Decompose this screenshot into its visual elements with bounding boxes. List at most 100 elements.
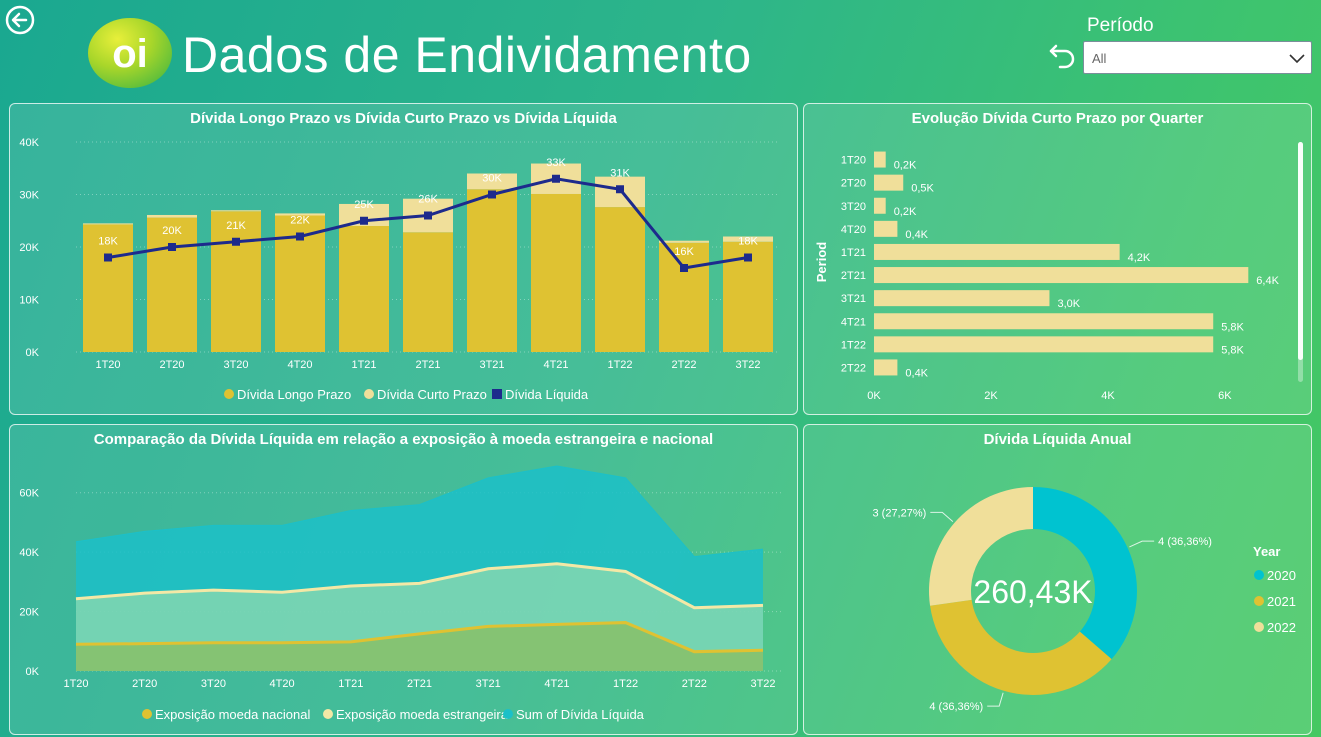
bar-curto-prazo <box>874 197 886 214</box>
x-tick-label: 2T20 <box>159 359 184 371</box>
bar-longo-prazo <box>531 193 581 352</box>
legend-marker <box>142 709 152 719</box>
x-tick-label: 1T20 <box>95 359 120 371</box>
legend-item: Sum of Dívida Líquida <box>516 707 645 722</box>
panel-debt-comparison: Dívida Longo Prazo vs Dívida Curto Prazo… <box>9 103 798 415</box>
line-exposi-o-moeda-estrangeira <box>75 562 764 610</box>
bar-curto-prazo <box>83 223 133 225</box>
data-label: 0,4K <box>905 367 928 379</box>
bar-curto-prazo <box>874 290 1050 307</box>
data-label: 5,8K <box>1221 344 1244 356</box>
point-divida-liquida <box>232 237 240 246</box>
legend-marker <box>323 709 333 719</box>
period-dropdown-value: All <box>1092 51 1107 66</box>
bar-curto-prazo <box>723 236 773 242</box>
point-divida-liquida <box>168 243 176 251</box>
y-tick-label: 40K <box>19 547 39 559</box>
bar-curto-prazo <box>659 240 709 243</box>
y-tick-label: 60K <box>19 488 39 500</box>
data-label-divida-liquida: 20K <box>162 225 182 237</box>
back-arrow-icon[interactable] <box>4 4 36 36</box>
point-divida-liquida <box>488 190 496 199</box>
y-tick-label: 2T22 <box>841 362 866 374</box>
x-tick-label: 2T21 <box>407 678 432 690</box>
chart-title-annual-net-debt: Dívida Líquida Anual <box>983 431 1132 448</box>
y-tick-label: 10K <box>19 295 39 307</box>
panel-currency-exposure: Comparação da Dívida Líquida em relação … <box>9 424 798 735</box>
bar-longo-prazo <box>467 189 517 352</box>
scrollbar-thumb[interactable] <box>1298 142 1303 360</box>
y-tick-label: 3T20 <box>841 201 866 213</box>
bar-curto-prazo <box>874 174 904 191</box>
period-dropdown[interactable]: All <box>1083 41 1312 74</box>
legend-item: 2021 <box>1267 594 1296 609</box>
x-tick-label: 3T20 <box>223 359 248 371</box>
x-tick-label: 2T22 <box>671 359 696 371</box>
data-label: 4,2K <box>1128 252 1151 264</box>
data-label: 3,0K <box>1057 298 1080 310</box>
x-tick-label: 1T21 <box>351 359 376 371</box>
y-tick-label: 4T21 <box>841 316 866 328</box>
legend-item: Dívida Curto Prazo <box>377 387 487 402</box>
legend-title: Year <box>1253 544 1280 559</box>
donut-slice-2020 <box>1033 487 1137 660</box>
bar-curto-prazo <box>874 243 1120 260</box>
x-tick-label: 4T20 <box>287 359 312 371</box>
bar-longo-prazo <box>211 211 261 352</box>
bar-curto-prazo <box>147 214 197 218</box>
bar-longo-prazo <box>339 226 389 352</box>
x-tick-label: 3T22 <box>735 359 760 371</box>
bar-longo-prazo <box>403 232 453 352</box>
chart-title-short-term-evolution: Evolução Dívida Curto Prazo por Quarter <box>911 110 1204 127</box>
bar-curto-prazo <box>874 151 886 168</box>
line-exposi-o-moeda-nacional <box>75 621 764 654</box>
y-tick-label: 30K <box>19 190 39 202</box>
x-tick-label: 0K <box>867 390 881 402</box>
legend-marker <box>1254 596 1264 606</box>
x-tick-label: 6K <box>1218 390 1232 402</box>
annual-net-debt-chart: 260,43K 4 (36,36%) 4 (36,36%) 3 (27,27%) Yea… <box>872 487 1296 713</box>
x-tick-label: 4K <box>1101 390 1115 402</box>
legend-marker <box>224 389 234 399</box>
period-filter-label: Período <box>1087 15 1154 36</box>
legend-item: 2020 <box>1267 568 1296 583</box>
x-tick-label: 1T21 <box>338 678 363 690</box>
bar-longo-prazo <box>83 224 133 352</box>
data-label-divida-liquida: 26K <box>418 194 438 206</box>
donut-slice-2021 <box>930 599 1112 695</box>
point-divida-liquida <box>744 253 752 262</box>
bar-curto-prazo <box>874 267 1249 284</box>
data-label-divida-liquida: 31K <box>610 167 630 179</box>
data-label-divida-liquida: 30K <box>482 173 502 185</box>
data-label-divida-liquida: 22K <box>290 215 310 227</box>
y-tick-label: 1T20 <box>841 155 866 167</box>
bar-longo-prazo <box>659 242 709 352</box>
y-axis-title: Period <box>814 242 829 283</box>
y-tick-label: 20K <box>19 242 39 254</box>
y-tick-label: 2T21 <box>841 270 866 282</box>
slice-label-2022: 3 (27,27%) <box>872 507 926 519</box>
y-tick-label: 2T20 <box>841 178 866 190</box>
x-tick-label: 1T20 <box>63 678 88 690</box>
short-term-evolution-chart: 0K 2K 4K 6K 1T20 0,2K 2T20 0,5K 3T20 0,2K 4T20 0,4K… <box>814 142 1303 402</box>
chart-title-debt-comparison: Dívida Longo Prazo vs Dívida Curto Prazo… <box>190 110 617 127</box>
leader-line <box>930 511 954 522</box>
leader-line <box>1129 540 1155 548</box>
bar-longo-prazo <box>595 207 645 352</box>
data-label-divida-liquida: 25K <box>354 199 374 211</box>
point-divida-liquida <box>424 211 432 220</box>
point-divida-liquida <box>680 264 688 272</box>
y-tick-label: 1T22 <box>841 339 866 351</box>
data-label-divida-liquida: 18K <box>738 236 758 248</box>
slice-label-2020: 4 (36,36%) <box>1158 536 1212 548</box>
bar-longo-prazo <box>147 217 197 352</box>
leader-line <box>987 692 1004 707</box>
undo-icon[interactable] <box>1048 40 1078 70</box>
point-divida-liquida <box>296 232 304 241</box>
y-tick-label: 20K <box>19 607 39 619</box>
data-label: 0,2K <box>894 206 917 218</box>
bar-curto-prazo <box>874 336 1214 353</box>
x-tick-label: 1T22 <box>607 359 632 371</box>
data-label-divida-liquida: 18K <box>98 236 118 248</box>
data-label: 0,2K <box>894 160 917 172</box>
